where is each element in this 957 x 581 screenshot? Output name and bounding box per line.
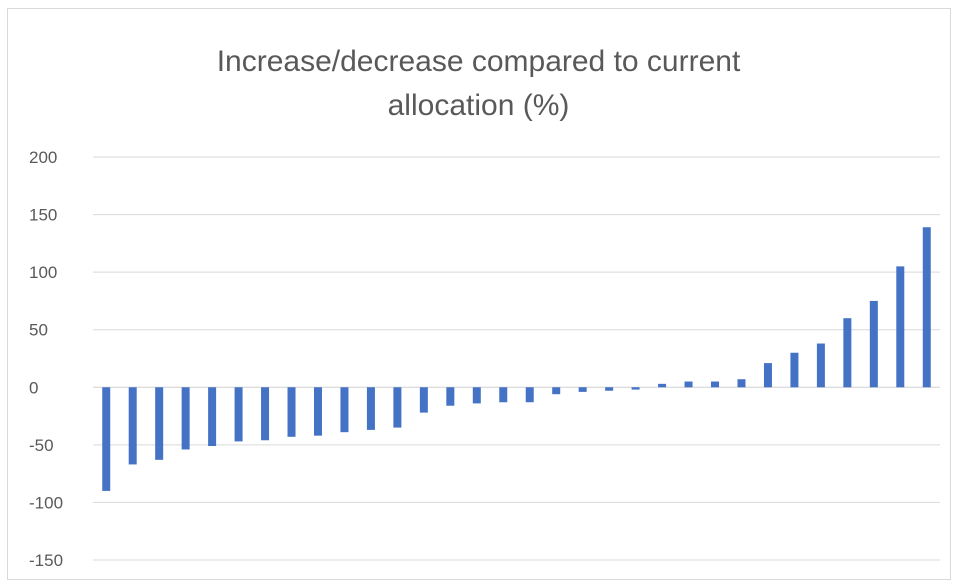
bar	[631, 387, 640, 390]
bar	[128, 387, 137, 465]
bar	[658, 383, 667, 388]
bar	[446, 387, 455, 406]
bar	[261, 387, 270, 441]
bar	[234, 387, 243, 442]
bar	[287, 387, 296, 437]
bar	[711, 381, 720, 388]
bar	[155, 387, 164, 460]
bar	[181, 387, 190, 450]
y-tick-label: 150	[29, 206, 57, 225]
bar	[763, 363, 772, 388]
bar	[737, 379, 746, 388]
chart-title-line-2: allocation (%)	[387, 89, 570, 122]
y-tick-label: -100	[29, 493, 63, 512]
chart-title: Increase/decrease compared to current al…	[0, 40, 957, 128]
chart-frame	[7, 8, 951, 580]
bar	[340, 387, 349, 433]
y-tick-label: 100	[29, 263, 57, 282]
y-tick-label: 0	[29, 378, 38, 397]
bar	[684, 381, 693, 388]
bar	[208, 387, 217, 447]
bar	[499, 387, 508, 403]
bar	[869, 300, 878, 388]
bar	[102, 387, 111, 491]
bar	[578, 387, 587, 392]
chart-title-line-1: Increase/decrease compared to current	[216, 45, 741, 78]
bar	[552, 387, 561, 395]
bar	[419, 387, 428, 413]
bar	[896, 266, 905, 388]
bar	[525, 387, 534, 403]
bar	[922, 227, 931, 388]
y-tick-label: 200	[29, 148, 57, 167]
y-tick-label: -150	[29, 551, 63, 570]
bar	[393, 387, 402, 428]
bar	[843, 318, 852, 388]
y-tick-label: 50	[29, 321, 48, 340]
bar	[816, 343, 825, 388]
bar	[313, 387, 322, 436]
bar	[366, 387, 375, 430]
bar	[472, 387, 481, 404]
y-tick-label: -50	[29, 436, 54, 455]
bar	[605, 387, 614, 391]
bar	[790, 352, 799, 388]
